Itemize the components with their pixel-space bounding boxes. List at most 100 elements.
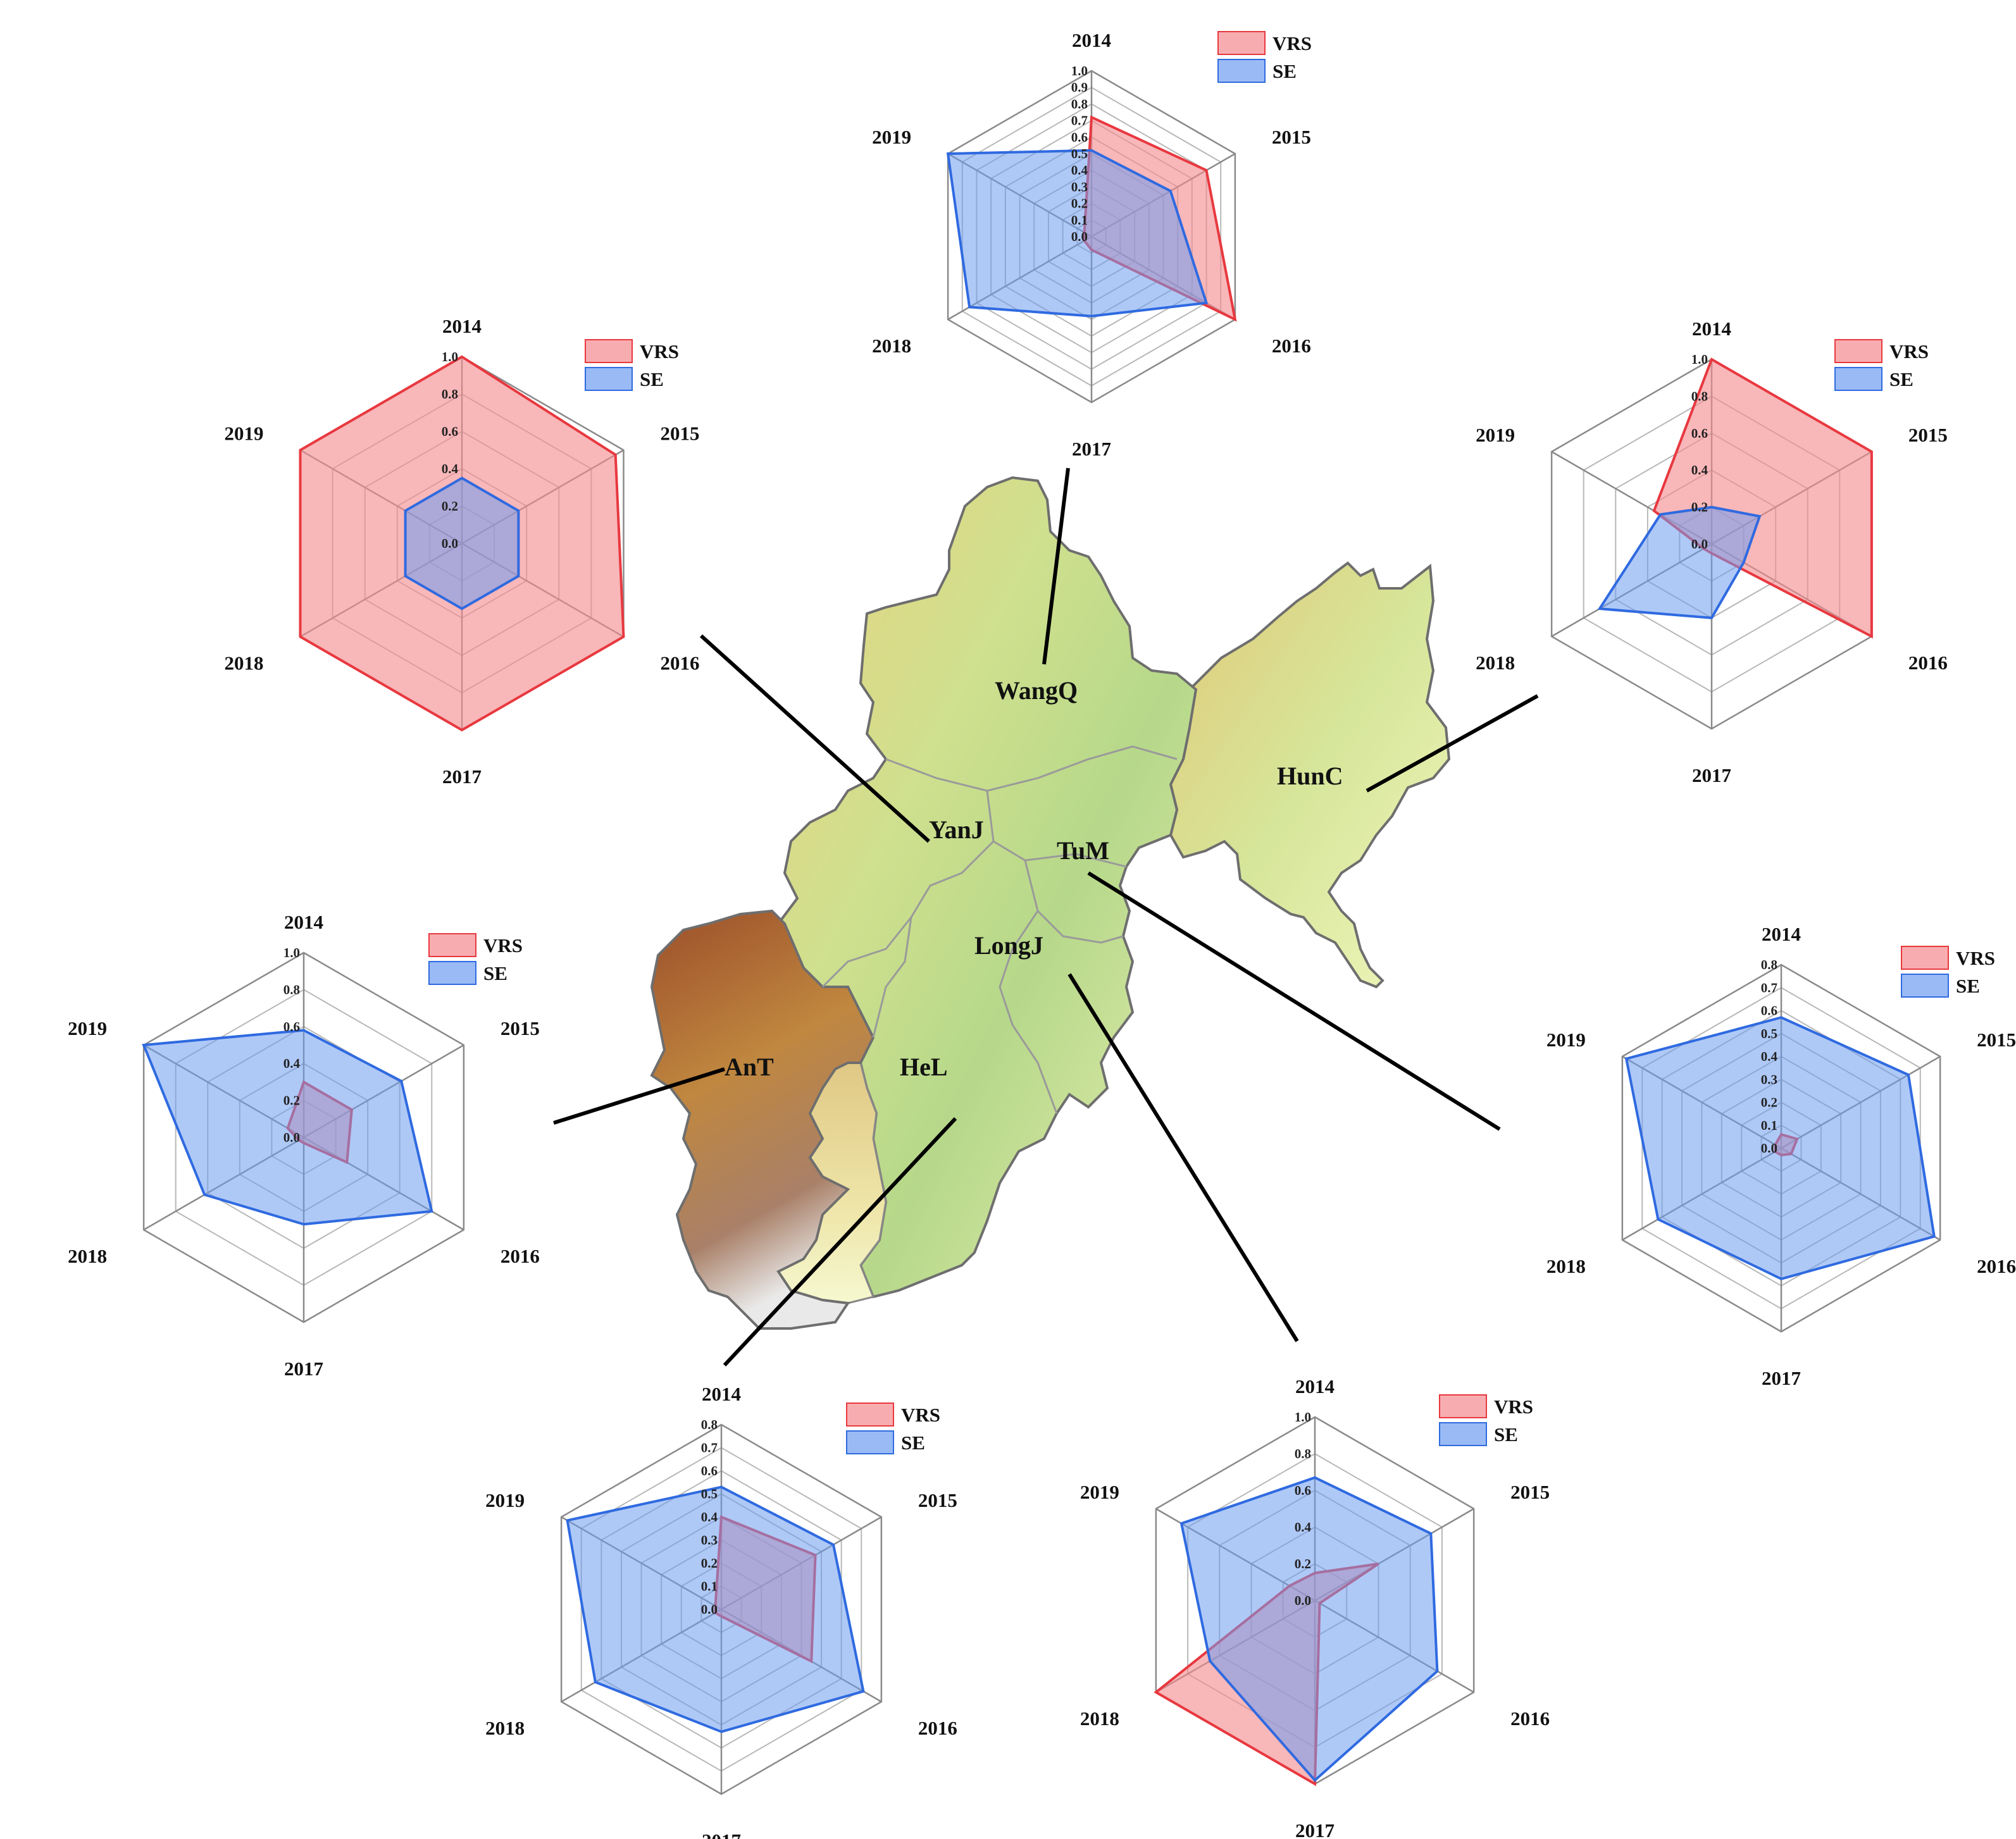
legend-swatch-vrs [1901,946,1949,970]
radar-chart-yanj: 0.0 0.2 0.4 0.6 0.8 1.0 2014 2015 2016 2017 2018 20… [225,315,700,788]
map-labels: WangQ HunC YanJ TuM LongJ AnT HeL [725,676,1343,1081]
radar-tick-label: 0.7 [1761,980,1777,995]
radar-series-se [1624,1016,1936,1280]
legend-swatch-vrs [585,339,633,363]
legend-swatch-se [1834,367,1882,391]
radar-axis-label-2017: 2017 [1072,438,1111,460]
radar-axis-label-2016: 2016 [1510,1707,1550,1730]
radar-chart-hunc: 0.0 0.2 0.4 0.6 0.8 1.0 2014 2015 2016 2017 2018 20… [1476,318,1948,786]
radar-tick-label: 0.0 [1691,536,1708,552]
radar-axis-label-2014: 2014 [442,315,482,337]
radar-tick-label: 0.5 [1761,1026,1777,1041]
map-label-longj: LongJ [974,931,1043,960]
legend-swatch-vrs [1834,339,1882,363]
radar-axis-label-2015: 2015 [918,1489,957,1511]
radar-tick-label: 0.2 [701,1556,718,1571]
radar-axis-label-2017: 2017 [284,1358,323,1380]
map-region-hunc [1169,561,1451,989]
legend-label-se: SE [640,368,664,390]
radar-chart-tum: 0.0 0.1 0.2 0.3 0.4 0.5 0.6 0.7 0.8 2014 2015 2016 2… [1546,923,2016,1389]
radar-tick-label: 0.9 [1071,80,1088,95]
radar-legend: VRS SE [1834,339,1929,391]
radar-axis-label-2019: 2019 [485,1489,525,1511]
radar-tick-label: 0.8 [1691,388,1708,404]
radar-series-se [1179,1476,1439,1783]
radar-tick-label: 0.6 [1691,426,1708,441]
radar-tick-label: 0.2 [1295,1556,1311,1571]
radar-chart-ant: 0.0 0.2 0.4 0.6 0.8 1.0 2014 2015 2016 2017 2018 20… [68,911,540,1380]
radar-axis-label-2015: 2015 [501,1017,540,1039]
radar-axis-label-2015: 2015 [1272,126,1311,148]
leader-lines [553,467,1539,1367]
map-label-hel: HeL [900,1053,948,1081]
radar-axis-label-2014: 2014 [1692,318,1731,340]
radar-tick-label: 0.2 [442,498,458,514]
radar-axis-label-2019: 2019 [872,126,911,148]
radar-axis-label-2016: 2016 [501,1245,540,1267]
radar-series-se [1597,505,1762,619]
leader-line [553,1067,725,1125]
radar-axis-label-2018: 2018 [225,652,264,674]
radar-tick-label: 1.0 [442,349,458,364]
legend-label-vrs: VRS [1494,1396,1533,1418]
radar-tick-label: 0.7 [701,1440,718,1456]
radar-tick-label: 0.3 [1071,179,1088,194]
radar-axis-label-2017: 2017 [1295,1819,1335,1839]
radar-legend: VRS SE [1439,1394,1533,1446]
radar-tick-label: 0.6 [1761,1003,1777,1019]
radar-tick-label: 1.0 [1691,352,1708,367]
legend-label-vrs: VRS [901,1404,940,1426]
map-label-yanj: YanJ [929,815,984,844]
radar-chart-hel: 0.0 0.1 0.2 0.3 0.4 0.5 0.6 0.7 0.8 2014 2015 2016 2… [485,1383,957,1839]
radar-axis-label-2014: 2014 [702,1383,741,1405]
radar-axis-label-2018: 2018 [872,335,911,357]
radar-axis-label-2015: 2015 [1977,1029,2016,1051]
leader-line [1087,871,1501,1131]
radar-axis-label-2014: 2014 [1762,923,1801,945]
radar-legend: VRS SE [585,339,679,391]
radar-axis-label-2015: 2015 [1908,424,1948,446]
map-region-north [776,476,1198,1299]
radar-axis-label-2016: 2016 [1908,652,1948,674]
radar-series-se [566,1485,865,1733]
legend-swatch-vrs [846,1402,894,1427]
legend-label-vrs: VRS [1272,32,1312,54]
leader-line [1366,694,1539,793]
radar-tick-label: 0.8 [1761,957,1777,972]
legend-label-se: SE [1889,368,1913,390]
radar-tick-label: 0.4 [1295,1520,1312,1535]
legend-label-vrs: VRS [640,340,679,362]
radar-tick-label: 0.4 [1761,1049,1778,1064]
radar-tick-label: 0.6 [1295,1483,1311,1498]
radar-axis-label-2019: 2019 [1546,1029,1586,1051]
legend-label-se: SE [1956,975,1980,997]
radar-tick-label: 0.5 [1071,146,1088,161]
radar-axis-label-2017: 2017 [1762,1367,1801,1389]
radar-legend: VRS SE [1217,31,1312,83]
radar-axis-label-2017: 2017 [1692,764,1731,786]
radar-tick-label: 0.0 [1295,1593,1311,1608]
legend-swatch-vrs [1217,31,1266,55]
radar-tick-label: 0.8 [442,387,458,402]
radar-tick-label: 0.5 [701,1487,718,1502]
radar-legend: VRS SE [846,1402,940,1454]
radar-axis-label-2016: 2016 [1272,335,1311,357]
radar-tick-label: 0.6 [442,424,458,439]
radar-axis-label-2016: 2016 [660,652,699,674]
radar-tick-label: 0.2 [1071,196,1088,211]
radar-axis-label-2018: 2018 [485,1717,525,1739]
radar-axis-label-2015: 2015 [1510,1481,1550,1503]
radar-axis-label-2017: 2017 [702,1830,741,1839]
radar-chart-longj: 0.0 0.2 0.4 0.6 0.8 1.0 2014 2015 2016 2017 2018 20… [1080,1375,1550,1839]
legend-swatch-se [1217,59,1266,83]
radar-tick-label: 0.4 [1691,462,1708,478]
radar-axis-label-2018: 2018 [1476,652,1515,674]
radar-axis-label-2016: 2016 [918,1717,957,1739]
map-inner-boundaries [821,745,1178,1114]
radar-axis-label-2014: 2014 [1072,29,1111,51]
leader-line [1067,973,1299,1342]
region-map [650,476,1451,1330]
radar-tick-label: 0.8 [701,1417,718,1432]
radar-tick-label: 0.3 [701,1533,718,1548]
